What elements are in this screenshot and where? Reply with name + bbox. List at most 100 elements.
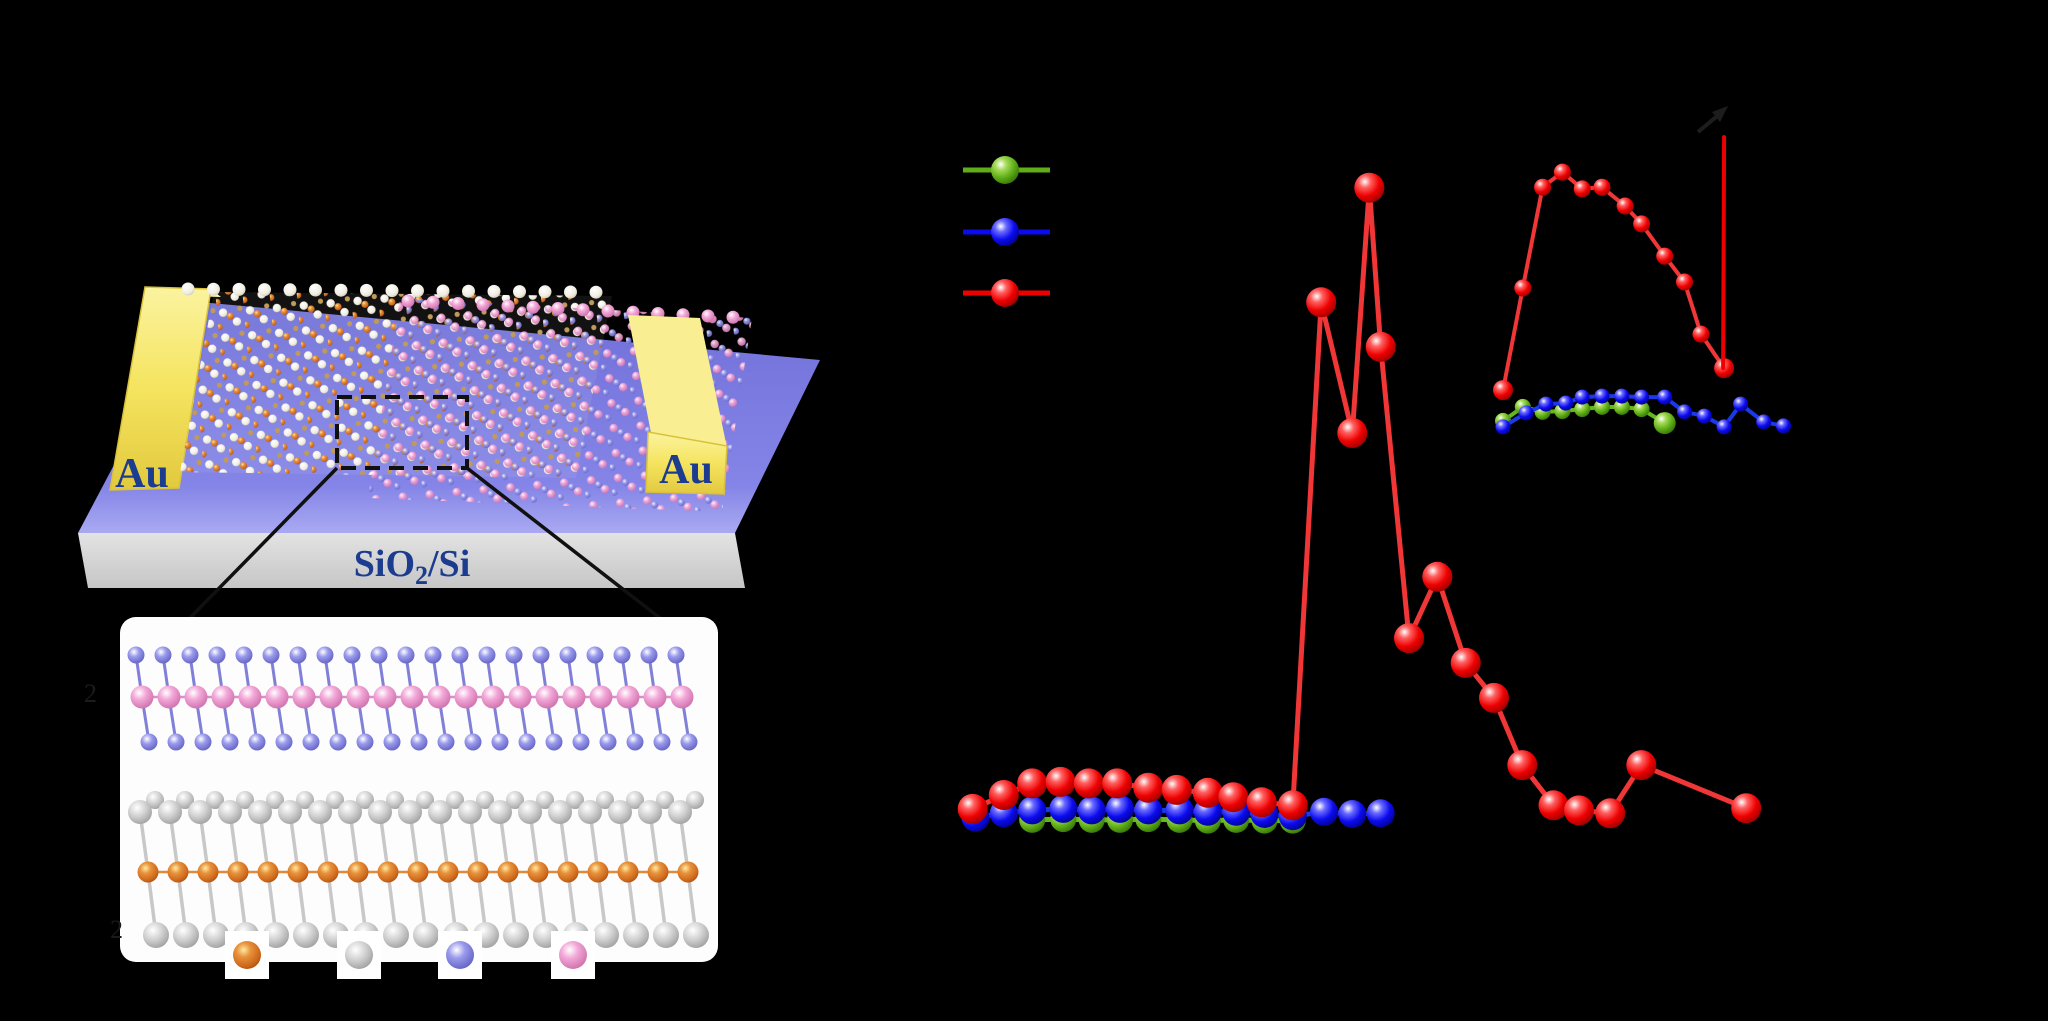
main-red-data-point — [1595, 798, 1626, 829]
zoom-connector-right — [465, 466, 662, 620]
w-atom — [347, 861, 369, 883]
se-atom — [289, 646, 307, 664]
main-red-data-point — [1277, 790, 1308, 821]
se-atom — [154, 646, 172, 664]
main-red-data-point — [1731, 793, 1762, 824]
top-row-white-atom — [462, 284, 475, 298]
te-atom — [296, 791, 314, 809]
se-atom — [194, 733, 212, 751]
inset-green-data-point — [1613, 398, 1630, 415]
se-atom — [316, 646, 334, 664]
te-atom — [263, 922, 289, 948]
plot-panel — [957, 106, 1791, 834]
main-blue-data-point — [1310, 797, 1338, 826]
se-atom — [545, 733, 563, 751]
inset-red-line — [1501, 170, 1727, 393]
legend-marker-green-icon — [991, 156, 1019, 184]
main-red-data-point — [1133, 772, 1164, 803]
top-row-white-atom — [538, 285, 552, 299]
atom-gray-icon — [345, 941, 373, 969]
se-atom — [275, 733, 293, 751]
in-atom — [643, 685, 667, 709]
main-red-data-point — [1192, 777, 1223, 808]
w-atom — [617, 861, 639, 883]
te-atom — [266, 791, 284, 809]
top-row-white-atom — [258, 283, 271, 297]
se-atom — [343, 646, 361, 664]
inset-blue-data-point — [1733, 396, 1749, 412]
te-atom — [368, 800, 392, 824]
inset-red-data-point — [1633, 215, 1651, 233]
te-atom — [566, 791, 584, 809]
inset-blue-data-point — [1716, 419, 1732, 435]
inset-red-data-point — [1573, 180, 1591, 198]
atom-legend-item-atom-blue — [438, 931, 482, 979]
wte2-layer-structure — [128, 791, 709, 948]
electrode-left-label: Au — [115, 451, 169, 497]
w-atom — [557, 861, 579, 883]
top-row-white-atom — [181, 282, 195, 296]
atom-legend-item-atom-orange — [225, 931, 269, 979]
te-atom — [536, 791, 554, 809]
main-red-data-point — [1306, 287, 1337, 318]
main-blue-data-point — [1366, 799, 1395, 828]
w-atom — [227, 861, 249, 883]
top-row-pink-atom — [726, 310, 740, 324]
te-atom — [608, 800, 632, 824]
top-row-pink-atom — [526, 300, 540, 314]
inset-red-data-point — [1534, 178, 1552, 196]
te-atom — [506, 791, 524, 809]
se-atom — [491, 733, 509, 751]
in-atom — [670, 685, 694, 709]
main-red-line — [970, 185, 1749, 816]
top-row-pink-atom — [501, 299, 515, 313]
layer-label-top-fragment: 2 — [84, 679, 97, 708]
se-atom — [680, 733, 698, 751]
te-atom — [596, 791, 614, 809]
se-atom — [302, 733, 320, 751]
se-atom — [329, 733, 347, 751]
top-row-white-atom — [360, 283, 373, 297]
inset-red-data-point — [1616, 197, 1634, 215]
main-red-data-point — [1450, 647, 1481, 678]
in-atom — [508, 685, 532, 709]
in-atom — [211, 685, 235, 709]
te-atom — [173, 922, 199, 948]
te-atom — [203, 922, 229, 948]
inset-blue-data-point — [1558, 395, 1574, 411]
in-atom — [184, 685, 208, 709]
top-row-pink-atom — [576, 303, 590, 317]
te-atom — [143, 922, 169, 948]
w-atom — [197, 861, 219, 883]
inset-red-data-point — [1493, 380, 1513, 401]
te-atom — [128, 800, 152, 824]
inset-blue-data-point — [1538, 396, 1554, 412]
in-atom — [265, 685, 289, 709]
in-atom — [400, 685, 424, 709]
main-red-data-point — [1626, 750, 1657, 781]
se-atom — [208, 646, 226, 664]
in-atom — [346, 685, 370, 709]
se-atom — [640, 646, 658, 664]
inset-green-data-point — [1594, 398, 1610, 415]
main-green-line — [1029, 816, 1296, 824]
top-row-white-atom — [589, 285, 603, 299]
main-red-data-point — [1354, 172, 1385, 203]
inset-red-data-point — [1514, 279, 1532, 297]
main-red-data-point — [1564, 795, 1594, 826]
te-atom — [293, 922, 319, 948]
in-atom — [319, 685, 343, 709]
in-atom — [454, 685, 478, 709]
w-atom — [407, 861, 429, 883]
se-atom — [167, 733, 185, 751]
plot-legend — [963, 156, 1050, 307]
se-atom — [518, 733, 536, 751]
main-red-data-point — [1337, 418, 1368, 448]
te-atom — [206, 791, 224, 809]
w-atom — [587, 861, 609, 883]
w-atom — [137, 861, 159, 883]
te-atom — [626, 791, 644, 809]
te-atom — [683, 922, 709, 948]
se-atom — [586, 646, 604, 664]
te-atom — [236, 791, 254, 809]
